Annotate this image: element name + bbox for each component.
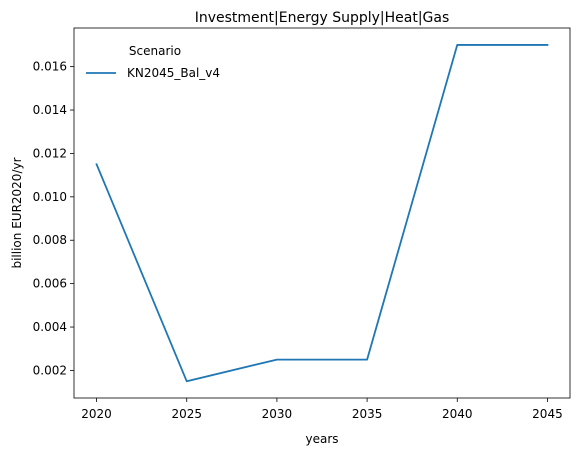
- axis-ticks: 2020 2025 2030 2035 2040 2045 0.002 0.004 0.006 0…: [33, 60, 563, 421]
- x-tick-label: 2025: [171, 407, 202, 421]
- y-tick-label: 0.012: [33, 146, 67, 160]
- y-tick-label: 0.010: [33, 190, 67, 204]
- y-tick-label: 0.014: [33, 103, 67, 117]
- y-tick-label: 0.006: [33, 277, 67, 291]
- x-axis-label: years: [305, 432, 338, 446]
- x-tick-label: 2030: [262, 407, 293, 421]
- y-tick-label: 0.004: [33, 320, 67, 334]
- y-tick-label: 0.016: [33, 60, 67, 74]
- legend-title: Scenario: [129, 44, 181, 58]
- legend-entry-label: KN2045_Bal_v4: [127, 66, 220, 80]
- axes-frame: [73, 27, 571, 399]
- y-tick-label: 0.002: [33, 363, 67, 377]
- x-tick-label: 2045: [532, 407, 563, 421]
- x-tick-label: 2020: [81, 407, 112, 421]
- x-tick-label: 2040: [442, 407, 473, 421]
- legend: Scenario KN2045_Bal_v4: [86, 44, 220, 80]
- y-tick-label: 0.008: [33, 233, 67, 247]
- series-line-kn2045-bal-v4: [95, 44, 549, 383]
- chart-title: Investment|Energy Supply|Heat|Gas: [195, 10, 450, 26]
- x-tick-label: 2035: [352, 407, 383, 421]
- y-axis-label: billion EUR2020/yr: [10, 157, 24, 268]
